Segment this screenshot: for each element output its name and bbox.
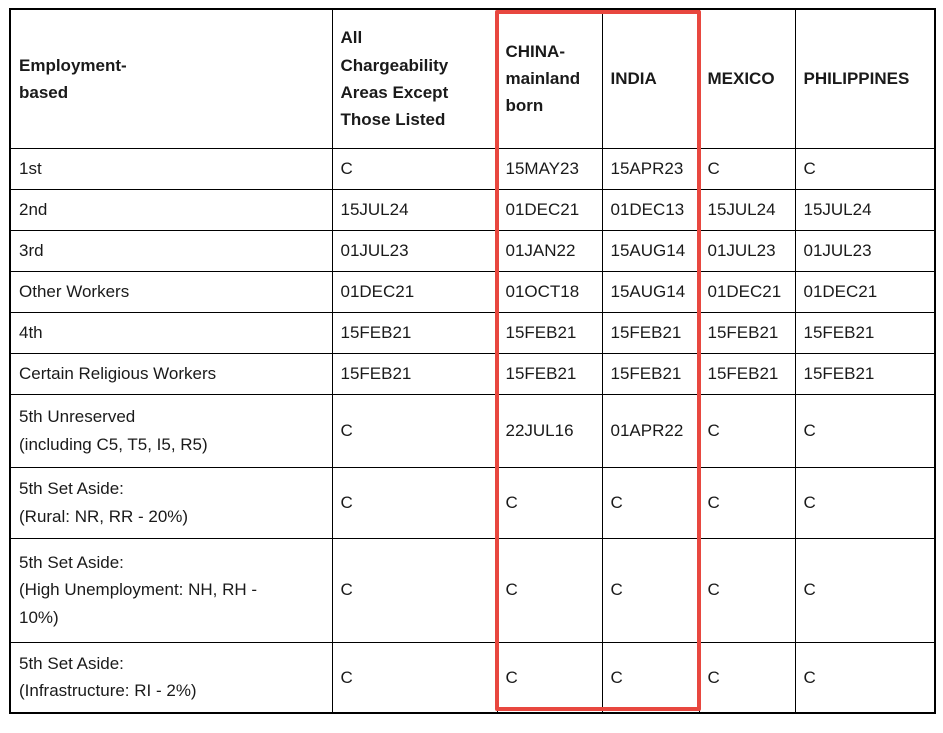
row-label: 4th [9,311,333,354]
table-row-certain-religious-workers: Certain Religious Workers 15FEB21 15FEB2… [9,352,936,395]
data-cell-china: C [496,466,603,539]
data-cell-india: C [601,641,700,714]
table-row-5th-set-aside-rural: 5th Set Aside: (Rural: NR, RR - 20%) C C… [9,466,936,539]
data-cell-all-areas: C [331,393,498,468]
data-cell-mexico: C [698,147,796,190]
column-header-mexico: MEXICO [698,8,796,149]
data-cell-all-areas: 15JUL24 [331,188,498,231]
data-cell-all-areas: 01JUL23 [331,229,498,272]
data-cell-china: C [496,537,603,643]
data-cell-all-areas: 15FEB21 [331,352,498,395]
header-row: Employment- based All Chargeability Area… [9,8,936,149]
data-cell-philippines: 01JUL23 [794,229,936,272]
table-row-2nd: 2nd 15JUL24 01DEC21 01DEC13 15JUL24 15JU… [9,188,936,231]
data-cell-all-areas: C [331,466,498,539]
data-cell-india: 15AUG14 [601,270,700,313]
data-cell-philippines: 15JUL24 [794,188,936,231]
data-cell-china: 01DEC21 [496,188,603,231]
row-label: 5th Set Aside: (High Unemployment: NH, R… [9,537,333,643]
data-cell-china: 01OCT18 [496,270,603,313]
data-cell-all-areas: 01DEC21 [331,270,498,313]
data-cell-mexico: C [698,537,796,643]
table-row-other-workers: Other Workers 01DEC21 01OCT18 15AUG14 01… [9,270,936,313]
corner-header-text: Employment- based [19,55,127,102]
data-cell-mexico: C [698,393,796,468]
data-cell-china: 15FEB21 [496,311,603,354]
data-cell-all-areas: C [331,641,498,714]
data-cell-mexico: 15JUL24 [698,188,796,231]
corner-header: Employment- based [9,8,333,149]
data-cell-philippines: C [794,466,936,539]
table-row-5th-set-aside-high-unemployment: 5th Set Aside: (High Unemployment: NH, R… [9,537,936,643]
data-cell-india: 01DEC13 [601,188,700,231]
row-label: 5th Unreserved (including C5, T5, I5, R5… [9,393,333,468]
data-cell-mexico: 15FEB21 [698,352,796,395]
column-header-philippines: PHILIPPINES [794,8,936,149]
column-header-china: CHINA- mainland born [496,8,603,149]
data-cell-philippines: C [794,393,936,468]
row-label: 2nd [9,188,333,231]
data-cell-mexico: C [698,466,796,539]
column-header-india: INDIA [601,8,700,149]
row-label: 3rd [9,229,333,272]
data-cell-philippines: C [794,537,936,643]
data-cell-china: 15FEB21 [496,352,603,395]
column-header-all-areas: All Chargeability Areas Except Those Lis… [331,8,498,149]
table-row-5th-set-aside-infrastructure: 5th Set Aside: (Infrastructure: RI - 2%)… [9,641,936,714]
data-cell-mexico: C [698,641,796,714]
data-cell-india: 15FEB21 [601,311,700,354]
row-label: Certain Religious Workers [9,352,333,395]
data-cell-mexico: 01DEC21 [698,270,796,313]
data-cell-philippines: 01DEC21 [794,270,936,313]
table-wrap: Employment- based All Chargeability Area… [9,8,936,714]
data-cell-india: C [601,466,700,539]
data-cell-china: 01JAN22 [496,229,603,272]
data-cell-philippines: C [794,641,936,714]
data-cell-china: 22JUL16 [496,393,603,468]
row-label: 1st [9,147,333,190]
row-label: 5th Set Aside: (Infrastructure: RI - 2%) [9,641,333,714]
data-cell-india: C [601,537,700,643]
data-cell-china: 15MAY23 [496,147,603,190]
data-cell-china: C [496,641,603,714]
data-cell-india: 15FEB21 [601,352,700,395]
data-cell-mexico: 15FEB21 [698,311,796,354]
row-label: Other Workers [9,270,333,313]
data-cell-india: 01APR22 [601,393,700,468]
data-cell-india: 15APR23 [601,147,700,190]
visa-table: Employment- based All Chargeability Area… [9,8,936,714]
data-cell-philippines: C [794,147,936,190]
data-cell-mexico: 01JUL23 [698,229,796,272]
data-cell-all-areas: 15FEB21 [331,311,498,354]
table-row-5th-unreserved: 5th Unreserved (including C5, T5, I5, R5… [9,393,936,468]
table-row-1st: 1st C 15MAY23 15APR23 C C [9,147,936,190]
row-label: 5th Set Aside: (Rural: NR, RR - 20%) [9,466,333,539]
table-row-3rd: 3rd 01JUL23 01JAN22 15AUG14 01JUL23 01JU… [9,229,936,272]
data-cell-india: 15AUG14 [601,229,700,272]
table-row-4th: 4th 15FEB21 15FEB21 15FEB21 15FEB21 15FE… [9,311,936,354]
data-cell-philippines: 15FEB21 [794,352,936,395]
data-cell-all-areas: C [331,147,498,190]
data-cell-philippines: 15FEB21 [794,311,936,354]
data-cell-all-areas: C [331,537,498,643]
